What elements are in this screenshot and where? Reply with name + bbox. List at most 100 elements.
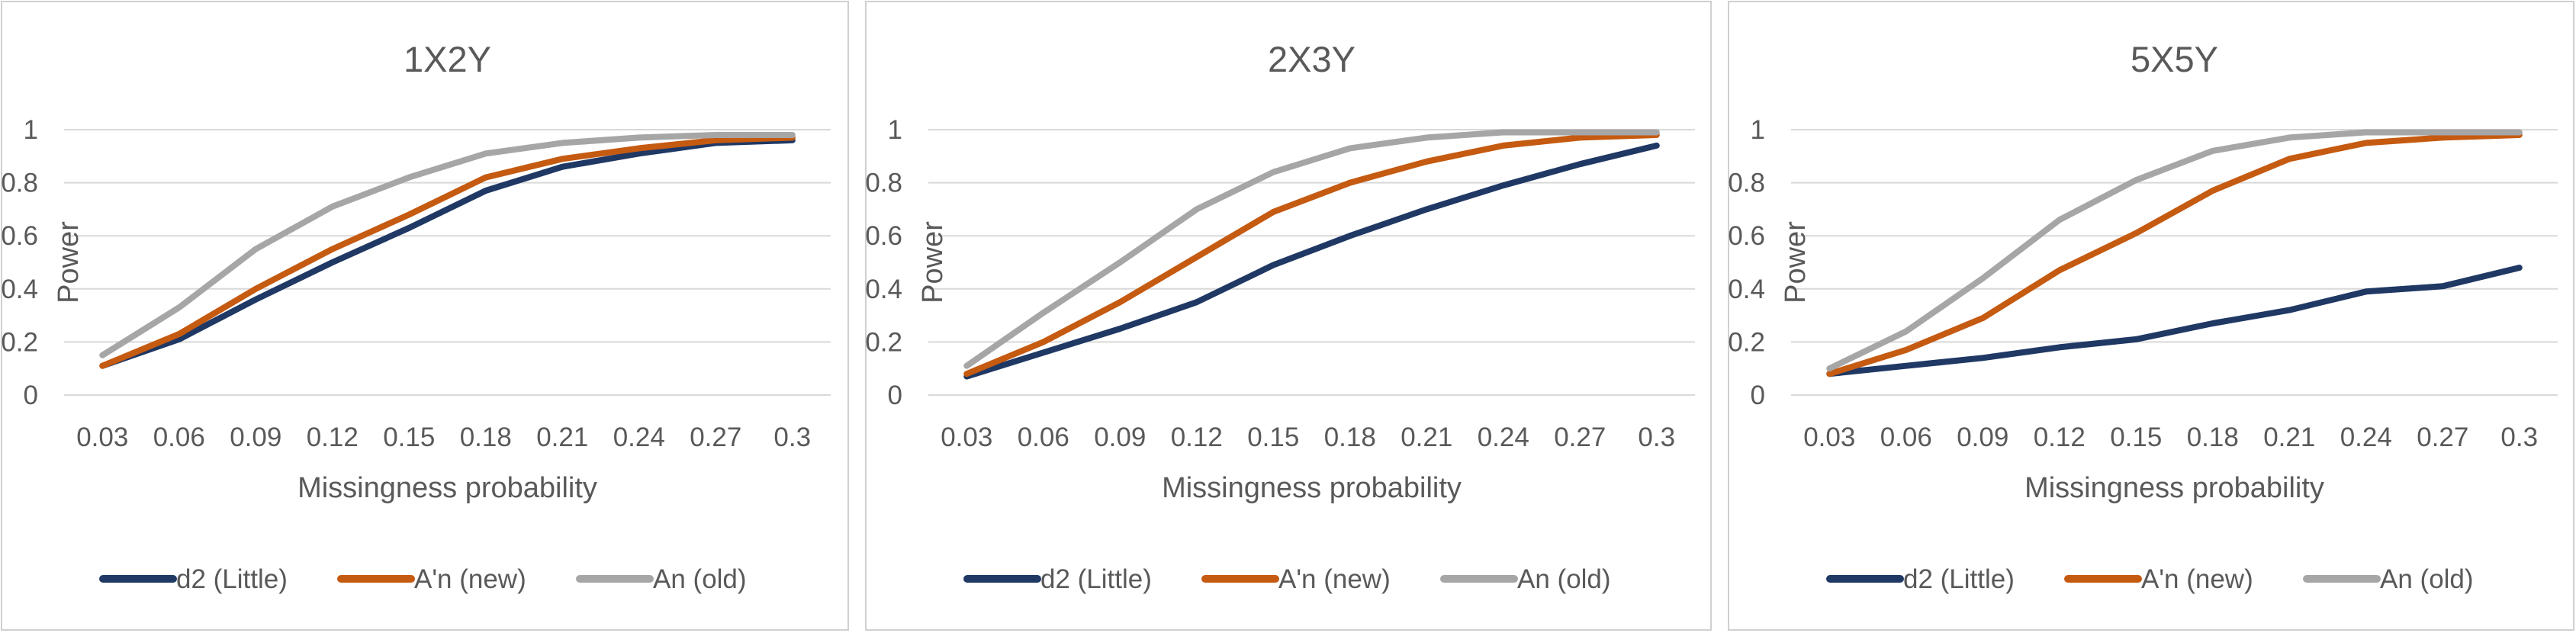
data-point bbox=[407, 225, 412, 230]
data-point bbox=[2210, 321, 2215, 326]
data-point bbox=[1347, 146, 1352, 151]
y-tick-label: 0.4 bbox=[865, 275, 902, 304]
data-point bbox=[483, 175, 488, 180]
series-line-2 bbox=[963, 132, 1660, 378]
legend-label: d2 (Little) bbox=[176, 564, 288, 594]
data-point bbox=[253, 246, 259, 252]
data-point bbox=[713, 132, 719, 137]
x-tick-label: 0.06 bbox=[1018, 423, 1069, 452]
data-point bbox=[560, 164, 565, 169]
data-point bbox=[1980, 316, 1986, 321]
data-point bbox=[253, 286, 259, 291]
data-point bbox=[2134, 336, 2139, 342]
x-tick-label: 0.18 bbox=[2187, 423, 2239, 452]
data-point bbox=[1040, 339, 1046, 345]
legend-label: d2 (Little) bbox=[1040, 564, 1152, 594]
y-tick-label: 0.4 bbox=[1, 275, 38, 304]
data-point bbox=[1424, 207, 1430, 212]
legend-label: An (old) bbox=[1517, 564, 1611, 594]
data-point bbox=[2363, 140, 2369, 146]
x-tick-label: 0.24 bbox=[1478, 423, 1529, 452]
data-point bbox=[1654, 130, 1659, 135]
y-axis-title: Power bbox=[1780, 221, 1812, 304]
data-point bbox=[330, 246, 335, 252]
x-tick-label: 0.15 bbox=[1247, 423, 1299, 452]
series-line-1 bbox=[963, 142, 1660, 380]
data-point bbox=[1654, 143, 1659, 148]
data-point bbox=[1271, 209, 1276, 214]
data-point bbox=[1577, 135, 1583, 140]
data-point bbox=[2440, 284, 2446, 289]
y-tick-label: 0.6 bbox=[1728, 221, 1765, 251]
data-point bbox=[2517, 265, 2522, 270]
x-tick-label: 0.09 bbox=[1094, 423, 1146, 452]
data-point bbox=[1903, 329, 1909, 334]
x-tick-label: 0.03 bbox=[1803, 423, 1855, 452]
x-tick-label: 0.09 bbox=[1957, 423, 2008, 452]
data-point bbox=[100, 352, 105, 358]
data-point bbox=[330, 260, 335, 265]
data-point bbox=[253, 297, 259, 302]
y-tick-label: 0.8 bbox=[1, 169, 38, 198]
y-tick-label: 0.6 bbox=[865, 221, 902, 251]
x-tick-label: 0.3 bbox=[1638, 423, 1675, 452]
data-point bbox=[1194, 207, 1199, 212]
y-tick-label: 0.2 bbox=[1, 327, 38, 357]
y-axis-title: Power bbox=[53, 221, 85, 304]
data-point bbox=[176, 331, 182, 336]
x-tick-label: 0.3 bbox=[2500, 423, 2538, 452]
data-point bbox=[560, 156, 565, 162]
y-tick-label: 0.6 bbox=[1, 221, 38, 251]
data-point bbox=[2440, 135, 2446, 140]
data-point bbox=[1194, 300, 1199, 305]
data-point bbox=[2134, 230, 2139, 236]
data-point bbox=[1500, 143, 1506, 148]
series-line-2 bbox=[1826, 132, 2523, 378]
data-point bbox=[1347, 233, 1352, 239]
data-point bbox=[2057, 217, 2062, 223]
x-tick-label: 0.18 bbox=[1324, 423, 1376, 452]
data-point bbox=[1577, 130, 1583, 135]
x-tick-label: 0.21 bbox=[2263, 423, 2315, 452]
x-tick-label: 0.15 bbox=[383, 423, 435, 452]
data-point bbox=[1118, 326, 1123, 331]
chart-title: 1X2Y bbox=[404, 39, 491, 79]
data-point bbox=[1040, 350, 1046, 355]
chart-border bbox=[1728, 1, 2574, 631]
data-point bbox=[964, 371, 970, 377]
y-tick-label: 0.2 bbox=[1728, 327, 1765, 357]
x-axis-title: Missingness probability bbox=[297, 472, 597, 504]
x-tick-label: 0.12 bbox=[2034, 423, 2086, 452]
data-point bbox=[1271, 262, 1276, 268]
data-point bbox=[1424, 159, 1430, 164]
data-point bbox=[964, 363, 970, 368]
y-tick-label: 0 bbox=[24, 381, 38, 410]
chart-panel-2: 2X3Y 0 0.2 0.4 0.6 0.8 1 0.03 0.06 0.09 0.12 0.15 0.… bbox=[865, 1, 1712, 631]
chart-panel-1: 1X2Y 0 0.2 0.4 0.6 0.8 1 0.03 0.06 0.09 0.12 0.15 0.… bbox=[1, 1, 849, 631]
series-line-2 bbox=[99, 134, 796, 369]
data-point bbox=[1980, 275, 1986, 281]
chart-border bbox=[865, 1, 1712, 631]
legend-label: d2 (Little) bbox=[1903, 564, 2015, 594]
data-point bbox=[1347, 180, 1352, 185]
data-point bbox=[407, 212, 412, 217]
y-tick-label: 1 bbox=[888, 115, 902, 145]
x-tick-label: 0.21 bbox=[536, 423, 588, 452]
data-point bbox=[1500, 130, 1506, 135]
x-tick-label: 0.03 bbox=[76, 423, 128, 452]
y-tick-label: 1 bbox=[24, 115, 38, 145]
x-tick-label: 0.06 bbox=[1880, 423, 1932, 452]
x-tick-label: 0.12 bbox=[1171, 423, 1223, 452]
x-tick-label: 0.3 bbox=[773, 423, 811, 452]
legend-label: A'n (new) bbox=[1278, 564, 1391, 594]
x-tick-label: 0.24 bbox=[613, 423, 665, 452]
legend-label: A'n (new) bbox=[414, 564, 526, 594]
data-point bbox=[560, 140, 565, 146]
data-point bbox=[2517, 130, 2522, 135]
data-point bbox=[1980, 355, 1986, 361]
data-point bbox=[636, 151, 642, 156]
data-point bbox=[1424, 135, 1430, 140]
data-point bbox=[2363, 130, 2369, 135]
legend-label: A'n (new) bbox=[2141, 564, 2253, 594]
y-tick-label: 0.8 bbox=[865, 169, 902, 198]
